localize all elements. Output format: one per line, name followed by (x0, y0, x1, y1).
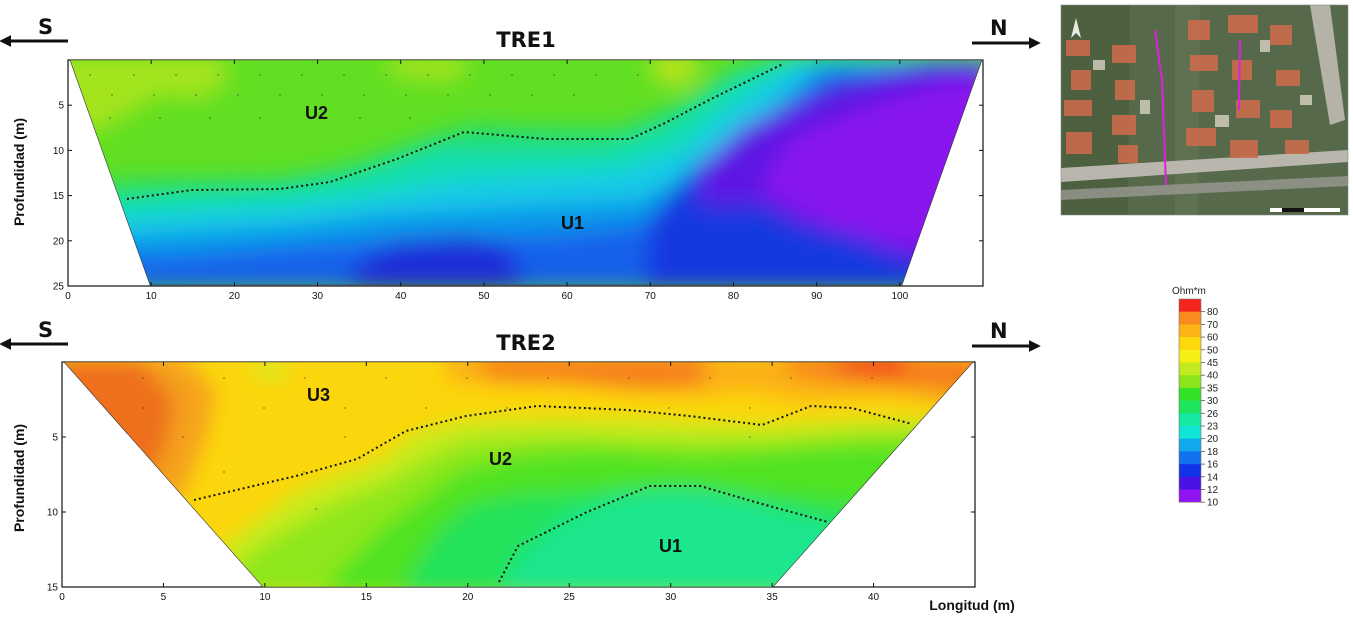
chart-tre1: S N TRE1 (0, 15, 1041, 302)
x-tick-label: 30 (312, 291, 324, 302)
colorbar-label: 50 (1207, 345, 1219, 356)
x-tick-label: 20 (462, 592, 474, 603)
colorbar-swatch (1179, 375, 1201, 389)
y-axis-ticks-2: 5 10 15 (47, 433, 975, 594)
y-tick-label: 5 (58, 101, 64, 112)
x-tick-label: 5 (161, 592, 167, 603)
colorbar-swatch (1179, 324, 1201, 338)
unit-label-u1-1: U1 (561, 213, 584, 233)
colorbar-swatch (1179, 476, 1201, 490)
y-tick-label: 15 (53, 191, 65, 202)
colorbar-swatch (1179, 299, 1201, 312)
colorbar-label: 26 (1207, 409, 1219, 420)
y-axis-label-1: Profundidad (m) (11, 118, 27, 226)
colorbar-swatch (1179, 413, 1201, 427)
colorbar-swatch (1179, 451, 1201, 465)
profile-line-tre2 (1238, 39, 1241, 111)
colorbar-label: 16 (1207, 460, 1219, 471)
y-tick-label: 20 (53, 236, 65, 247)
satellite-location-map (1060, 4, 1349, 216)
colorbar-swatch (1179, 337, 1201, 351)
unit-label-u2-2: U2 (489, 449, 512, 469)
direction-left-1: S (38, 15, 53, 39)
colorbar-label: 30 (1207, 396, 1219, 407)
colorbar-label: 10 (1207, 498, 1219, 509)
profile-line-tre1 (1154, 29, 1167, 186)
unit-boundary-lower-2 (498, 485, 829, 583)
y-tick-label: 15 (47, 583, 59, 594)
x-tick-label: 10 (146, 291, 158, 302)
section-outline-1 (69, 59, 983, 286)
colorbar-title: Ohm*m (1172, 286, 1206, 297)
x-axis-ticks-1: 0 10 20 30 40 50 60 70 80 90 100 (65, 60, 909, 302)
colorbar-swatch (1179, 311, 1201, 325)
x-tick-label: 40 (395, 291, 407, 302)
y-axis-label-2: Profundidad (m) (11, 424, 27, 532)
scale-bar (1270, 208, 1340, 212)
colorbar-label: 70 (1207, 320, 1219, 331)
colorbar-label: 60 (1207, 333, 1219, 344)
resistivity-section-1 (70, 60, 982, 285)
x-tick-label: 0 (65, 291, 71, 302)
colorbar-label: 80 (1207, 307, 1219, 318)
colorbar-swatch (1179, 489, 1201, 503)
colorbar-label: 45 (1207, 358, 1219, 369)
chart-title-2: TRE2 (496, 331, 555, 355)
x-tick-label: 80 (728, 291, 740, 302)
y-axis-ticks-1: 5 10 15 20 25 (53, 101, 983, 293)
x-axis-label-2: Longitud (m) (929, 597, 1015, 613)
x-tick-label: 30 (665, 592, 677, 603)
y-tick-label: 25 (53, 282, 65, 293)
direction-right-2: N (990, 319, 1008, 343)
x-tick-label: 40 (868, 592, 880, 603)
unit-label-u2-1: U2 (305, 103, 328, 123)
colorbar-label: 20 (1207, 434, 1219, 445)
section-outline-2 (63, 361, 974, 588)
colorbar-swatch (1179, 438, 1201, 452)
x-tick-label: 0 (59, 592, 65, 603)
chart-title-1: TRE1 (496, 28, 555, 52)
colorbar-label: 18 (1207, 447, 1219, 458)
colorbar-swatch (1179, 349, 1201, 363)
y-tick-label: 10 (47, 508, 59, 519)
colorbar-swatch (1179, 426, 1201, 439)
y-tick-label: 5 (52, 433, 58, 444)
x-axis-ticks-2: 0 5 10 15 20 25 30 35 40 (59, 362, 880, 603)
x-tick-label: 70 (645, 291, 657, 302)
unit-label-u1-2: U1 (659, 536, 682, 556)
x-tick-label: 60 (562, 291, 574, 302)
x-tick-label: 100 (891, 291, 908, 302)
colorbar-swatch (1179, 387, 1201, 401)
colorbar-swatches (1178, 298, 1202, 503)
colorbar-label: 40 (1207, 371, 1219, 382)
colorbar-swatch (1179, 464, 1201, 478)
colorbar-swatch (1179, 400, 1201, 414)
x-tick-label: 15 (361, 592, 373, 603)
direction-right-1: N (990, 16, 1008, 40)
colorbar-swatch (1179, 362, 1201, 376)
direction-left-2: S (38, 318, 53, 342)
colorbar-label: 14 (1207, 472, 1219, 483)
chart-tre2: S N TRE2 (0, 318, 1041, 613)
colorbar-label: 23 (1207, 422, 1219, 433)
x-tick-label: 50 (478, 291, 490, 302)
x-tick-label: 25 (564, 592, 576, 603)
unit-label-u3-2: U3 (307, 385, 330, 405)
x-tick-label: 20 (229, 291, 241, 302)
x-tick-label: 90 (811, 291, 823, 302)
y-tick-label: 10 (53, 146, 65, 157)
x-tick-label: 35 (767, 592, 779, 603)
colorbar-label: 35 (1207, 383, 1219, 394)
x-tick-label: 10 (259, 592, 271, 603)
colorbar-label: 12 (1207, 485, 1219, 496)
